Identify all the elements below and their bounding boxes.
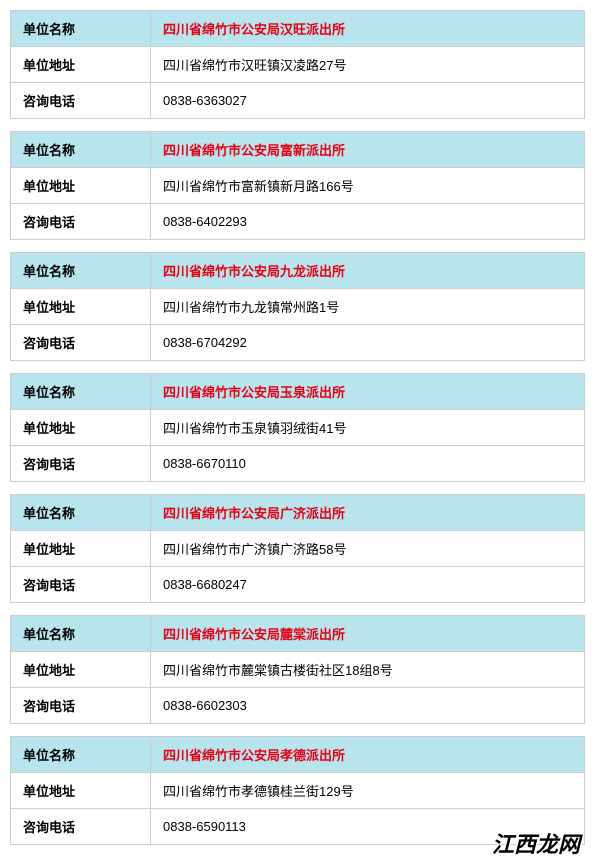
label-name: 单位名称 (11, 374, 151, 409)
value-name: 四川省绵竹市公安局孝德派出所 (151, 737, 584, 772)
station-card: 单位名称四川省绵竹市公安局富新派出所单位地址四川省绵竹市富新镇新月路166号咨询… (10, 131, 585, 240)
label-phone: 咨询电话 (11, 688, 151, 723)
label-address: 单位地址 (11, 168, 151, 203)
value-name: 四川省绵竹市公安局汉旺派出所 (151, 11, 584, 46)
value-phone: 0838-6670110 (151, 446, 584, 481)
label-name: 单位名称 (11, 11, 151, 46)
station-phone-row: 咨询电话0838-6363027 (11, 83, 584, 118)
station-phone-row: 咨询电话0838-6680247 (11, 567, 584, 602)
value-address: 四川省绵竹市广济镇广济路58号 (151, 531, 584, 566)
label-address: 单位地址 (11, 289, 151, 324)
station-card: 单位名称四川省绵竹市公安局汉旺派出所单位地址四川省绵竹市汉旺镇汉凌路27号咨询电… (10, 10, 585, 119)
station-address-row: 单位地址四川省绵竹市孝德镇桂兰街129号 (11, 773, 584, 809)
value-name: 四川省绵竹市公安局广济派出所 (151, 495, 584, 530)
label-name: 单位名称 (11, 737, 151, 772)
label-phone: 咨询电话 (11, 446, 151, 481)
station-phone-row: 咨询电话0838-6704292 (11, 325, 584, 360)
station-address-row: 单位地址四川省绵竹市玉泉镇羽绒街41号 (11, 410, 584, 446)
station-address-row: 单位地址四川省绵竹市广济镇广济路58号 (11, 531, 584, 567)
station-name-row: 单位名称四川省绵竹市公安局麓棠派出所 (11, 616, 584, 652)
label-name: 单位名称 (11, 253, 151, 288)
value-name: 四川省绵竹市公安局富新派出所 (151, 132, 584, 167)
label-phone: 咨询电话 (11, 204, 151, 239)
station-name-row: 单位名称四川省绵竹市公安局广济派出所 (11, 495, 584, 531)
station-card: 单位名称四川省绵竹市公安局玉泉派出所单位地址四川省绵竹市玉泉镇羽绒街41号咨询电… (10, 373, 585, 482)
value-address: 四川省绵竹市富新镇新月路166号 (151, 168, 584, 203)
station-phone-row: 咨询电话0838-6590113 (11, 809, 584, 844)
station-card: 单位名称四川省绵竹市公安局孝德派出所单位地址四川省绵竹市孝德镇桂兰街129号咨询… (10, 736, 585, 845)
station-address-row: 单位地址四川省绵竹市麓棠镇古楼街社区18组8号 (11, 652, 584, 688)
label-address: 单位地址 (11, 652, 151, 687)
station-name-row: 单位名称四川省绵竹市公安局富新派出所 (11, 132, 584, 168)
value-phone: 0838-6602303 (151, 688, 584, 723)
station-name-row: 单位名称四川省绵竹市公安局玉泉派出所 (11, 374, 584, 410)
station-phone-row: 咨询电话0838-6402293 (11, 204, 584, 239)
label-address: 单位地址 (11, 47, 151, 82)
value-address: 四川省绵竹市麓棠镇古楼街社区18组8号 (151, 652, 584, 687)
label-address: 单位地址 (11, 773, 151, 808)
value-name: 四川省绵竹市公安局麓棠派出所 (151, 616, 584, 651)
label-phone: 咨询电话 (11, 325, 151, 360)
station-card: 单位名称四川省绵竹市公安局广济派出所单位地址四川省绵竹市广济镇广济路58号咨询电… (10, 494, 585, 603)
station-name-row: 单位名称四川省绵竹市公安局汉旺派出所 (11, 11, 584, 47)
station-name-row: 单位名称四川省绵竹市公安局九龙派出所 (11, 253, 584, 289)
value-name: 四川省绵竹市公安局九龙派出所 (151, 253, 584, 288)
value-address: 四川省绵竹市九龙镇常州路1号 (151, 289, 584, 324)
value-address: 四川省绵竹市汉旺镇汉凌路27号 (151, 47, 584, 82)
label-name: 单位名称 (11, 616, 151, 651)
label-name: 单位名称 (11, 132, 151, 167)
station-card: 单位名称四川省绵竹市公安局九龙派出所单位地址四川省绵竹市九龙镇常州路1号咨询电话… (10, 252, 585, 361)
station-address-row: 单位地址四川省绵竹市富新镇新月路166号 (11, 168, 584, 204)
value-phone: 0838-6704292 (151, 325, 584, 360)
label-name: 单位名称 (11, 495, 151, 530)
station-name-row: 单位名称四川省绵竹市公安局孝德派出所 (11, 737, 584, 773)
value-phone: 0838-6363027 (151, 83, 584, 118)
value-phone: 0838-6590113 (151, 809, 584, 844)
station-address-row: 单位地址四川省绵竹市九龙镇常州路1号 (11, 289, 584, 325)
value-phone: 0838-6680247 (151, 567, 584, 602)
label-phone: 咨询电话 (11, 809, 151, 844)
value-address: 四川省绵竹市玉泉镇羽绒街41号 (151, 410, 584, 445)
label-phone: 咨询电话 (11, 83, 151, 118)
station-address-row: 单位地址四川省绵竹市汉旺镇汉凌路27号 (11, 47, 584, 83)
label-address: 单位地址 (11, 410, 151, 445)
station-card: 单位名称四川省绵竹市公安局麓棠派出所单位地址四川省绵竹市麓棠镇古楼街社区18组8… (10, 615, 585, 724)
station-phone-row: 咨询电话0838-6670110 (11, 446, 584, 481)
station-phone-row: 咨询电话0838-6602303 (11, 688, 584, 723)
value-phone: 0838-6402293 (151, 204, 584, 239)
stations-list: 单位名称四川省绵竹市公安局汉旺派出所单位地址四川省绵竹市汉旺镇汉凌路27号咨询电… (10, 10, 585, 845)
value-name: 四川省绵竹市公安局玉泉派出所 (151, 374, 584, 409)
label-phone: 咨询电话 (11, 567, 151, 602)
value-address: 四川省绵竹市孝德镇桂兰街129号 (151, 773, 584, 808)
label-address: 单位地址 (11, 531, 151, 566)
